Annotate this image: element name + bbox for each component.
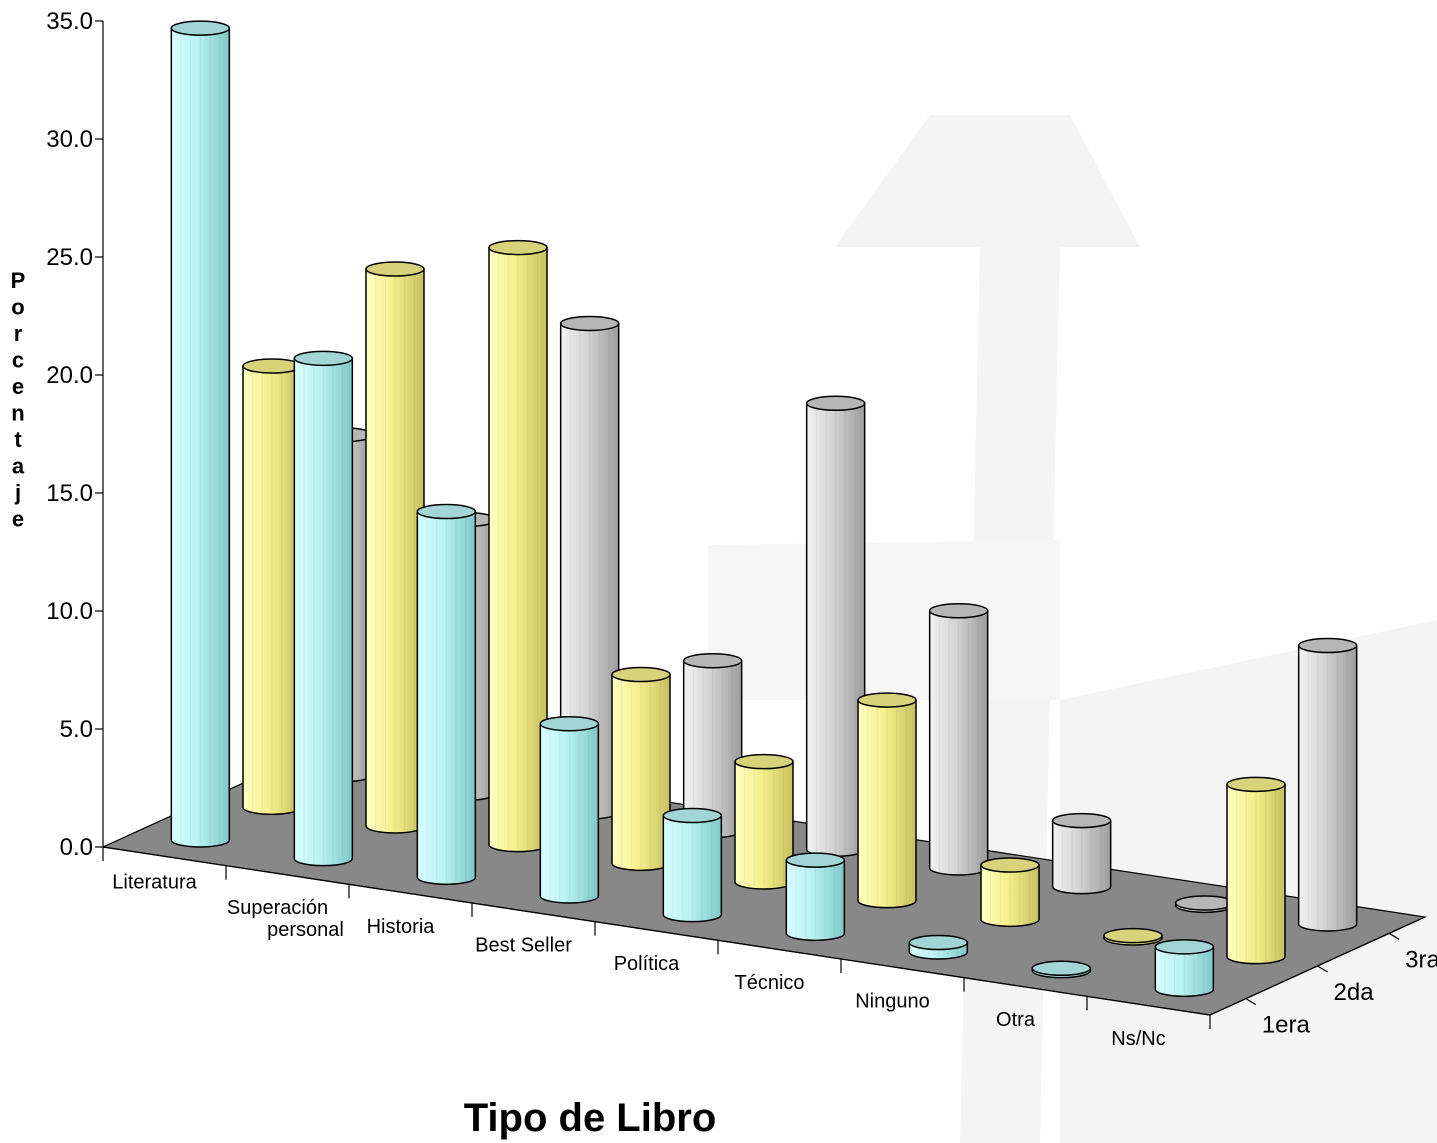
bar-1era [1031,960,1092,979]
bar-body [539,722,600,904]
bar-cap [1154,939,1215,955]
y-axis-title-letter: o [11,295,24,320]
bar-2da [857,692,917,909]
y-axis-title-letter: t [14,427,22,452]
bar-cap [1031,960,1092,977]
depth-tick [1317,965,1328,973]
bar-cap [1051,812,1112,829]
x-category-label: Técnico [734,972,804,994]
bar-3ra [1174,895,1235,914]
bar-cap [928,603,989,619]
bar-cap [682,652,743,669]
depth-tick [1388,932,1400,940]
bar-2da [1226,776,1286,965]
x-category-label: Ninguno [855,991,930,1013]
bar-cap [734,753,794,770]
x-axis-title: Tipo de Libro [464,1096,717,1140]
bar-cap [1103,927,1163,944]
bar-1era [1154,939,1215,998]
bar-cap [1297,637,1358,654]
bar-1era [539,715,600,904]
series-label: 2da [1334,979,1375,1006]
x-category-label: Superación personal [227,897,344,941]
series-label: 1era [1262,1012,1311,1039]
y-tick-label: 25.0 [46,244,93,271]
bar-cap [365,261,425,277]
bar-cap [293,350,354,367]
bar-3ra [1297,637,1358,932]
x-category-label: Otra [996,1009,1036,1031]
bar-cap [662,807,723,824]
y-axis-title-letter: r [14,321,23,346]
bar-body [857,699,917,909]
bar-body [980,864,1040,928]
bar-cap [559,315,620,332]
bar-2da [365,261,425,834]
bar-body [416,510,477,886]
bar-cap [242,358,302,374]
bar-body [170,27,231,848]
x-axis-line [102,846,1211,1016]
bar-cap [908,934,969,951]
bar-cap [1174,895,1235,911]
bar-cap [611,666,671,683]
bar-2da [488,239,548,853]
bar-2da [980,857,1040,928]
y-axis-title-letter: a [12,454,25,479]
bar-2da [734,753,794,890]
bar-cap [170,20,231,36]
y-tick-label: 20.0 [46,362,93,389]
bar-body [293,357,354,867]
bar-cap [785,852,846,868]
bar-cap [488,239,548,256]
bar-body [785,859,846,942]
x-category-label: Literatura [112,871,197,893]
y-tick-label: 0.0 [60,834,93,861]
y-tick-label: 5.0 [60,716,93,743]
bar-body [1154,946,1215,998]
bar-body [1297,644,1358,932]
y-axis-title-letter: j [14,480,21,505]
y-axis-title-letter: P [11,268,26,293]
x-category-label: Ns/Nc [1111,1028,1165,1050]
bar-2da [242,358,302,816]
y-tick-label: 10.0 [46,598,93,625]
y-axis-title-letter: n [11,401,24,426]
bar-body [1051,819,1112,895]
series-label: 3ra [1405,946,1437,973]
bar-2da [1103,927,1163,946]
bar-3ra [928,603,989,876]
x-category-label: Política [614,953,680,975]
y-tick-label: 15.0 [46,480,93,507]
bar-1era [293,350,354,867]
bar-body [1226,783,1286,965]
bar-2da [611,666,671,872]
x-category-label: Historia [367,916,436,938]
y-axis-title-letter: e [12,374,24,399]
y-axis-title-letter: c [12,348,24,373]
bar-cap [805,395,866,412]
y-tick-label: 30.0 [46,126,93,153]
bar-1era [785,852,846,942]
y-tick-label: 35.0 [46,8,93,35]
depth-tick [1245,998,1257,1006]
x-category-label: Best Seller [475,935,572,957]
bar-cap [857,692,917,708]
bar-cap [1226,776,1286,793]
y-axis-title-letter: e [12,507,24,532]
bar-1era [416,503,477,886]
bar-cap [416,503,477,520]
bar-1era [170,20,231,848]
bar-1era [908,934,969,960]
bar-3ra [1051,812,1112,895]
bar-body [662,814,723,923]
bar-cap [980,857,1040,873]
bar-1era [662,807,723,923]
bar-cap [539,715,600,732]
bar-3ra [805,395,866,858]
